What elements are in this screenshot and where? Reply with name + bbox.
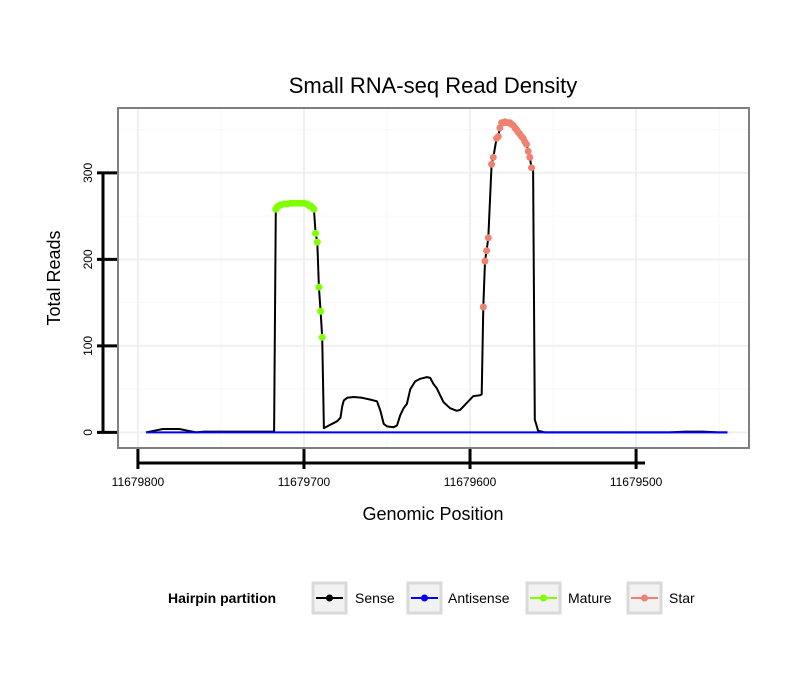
legend-key-point [326, 594, 333, 602]
star-point [523, 140, 530, 148]
star-point [488, 160, 496, 168]
mature-point [317, 307, 325, 315]
legend-label-star: Star [669, 590, 695, 606]
star-point [524, 147, 532, 155]
plot-border [117, 107, 750, 449]
y-tick-label: 0 [81, 429, 95, 436]
star-point [484, 234, 492, 242]
star-point [479, 303, 487, 311]
chart-title: Small RNA-seq Read Density [289, 73, 578, 98]
y-axis-title: Total Reads [44, 230, 64, 325]
minor-gridlines [118, 108, 749, 448]
legend-title: Hairpin partition [168, 590, 276, 606]
legend-key-point [540, 594, 547, 602]
legend-key-star [626, 581, 663, 615]
mature-point [313, 238, 321, 246]
legend-key-mature [525, 581, 562, 615]
y-axis-ticks: 0 100 200 300 [81, 163, 117, 436]
mature-point [315, 283, 323, 291]
legend-label-sense: Sense [355, 590, 395, 606]
legend-key-point [641, 594, 648, 602]
legend-label-mature: Mature [568, 590, 612, 606]
legend-label-antisense: Antisense [448, 590, 510, 606]
series-points [272, 118, 535, 341]
x-tick-label: 11679500 [610, 475, 663, 489]
star-point [481, 257, 489, 265]
plot-panel [118, 108, 749, 448]
legend-key-point [421, 594, 428, 602]
star-point [483, 247, 491, 255]
mature-point [310, 205, 318, 213]
x-tick-label: 11679800 [112, 475, 165, 489]
x-tick-label: 11679600 [444, 475, 497, 489]
y-tick-label: 100 [81, 336, 95, 356]
y-tick-label: 200 [81, 249, 95, 269]
x-axis-ticks: 11679800 11679700 11679600 11679500 [112, 449, 663, 489]
legend: Hairpin partition Sense Antisense Mature St… [168, 581, 695, 615]
major-gridlines [118, 108, 749, 448]
star-point [528, 164, 535, 172]
mature-point [312, 229, 320, 237]
legend-key-sense [311, 581, 348, 615]
star-point [494, 133, 502, 140]
y-tick-label: 300 [81, 163, 95, 183]
star-point [526, 153, 534, 161]
star-point [489, 153, 497, 161]
x-tick-label: 11679700 [278, 475, 331, 489]
legend-key-antisense [406, 581, 443, 615]
x-axis-title: Genomic Position [362, 504, 503, 524]
mature-point [318, 333, 326, 341]
